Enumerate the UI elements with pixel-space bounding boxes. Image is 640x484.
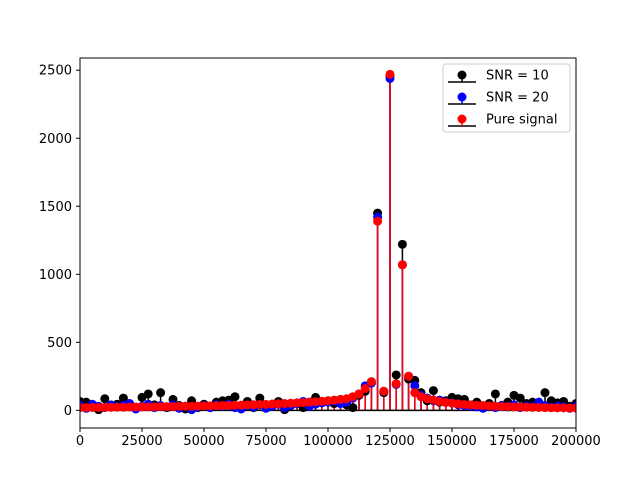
stem-marker: [373, 216, 383, 226]
legend-marker-swatch: [457, 92, 467, 102]
x-tick-label: 25000: [121, 434, 162, 449]
stem-marker: [255, 393, 265, 403]
legend-entry: SNR = 20: [448, 91, 549, 106]
stem-marker: [490, 389, 500, 399]
legend-marker-swatch: [457, 114, 467, 124]
stem-marker: [410, 381, 420, 391]
legend-marker-swatch: [457, 70, 467, 80]
stem-marker: [348, 403, 358, 413]
x-tick-label: 200000: [551, 434, 601, 449]
stem-marker: [379, 386, 389, 396]
x-axis-ticks: 0 25000 50000 75000 100000 125000 150000 175000…: [76, 428, 601, 449]
stem-marker: [156, 388, 166, 398]
x-tick-label: 50000: [183, 434, 224, 449]
legend-box: [442, 63, 571, 133]
legend-entry: Pure signal: [448, 113, 558, 128]
stem-marker: [354, 389, 364, 399]
stem-marker: [100, 394, 110, 404]
stem-marker: [397, 239, 407, 249]
y-tick-label: 2500: [39, 64, 72, 79]
stem-marker: [137, 402, 147, 412]
y-tick-label: 0: [64, 404, 72, 419]
stem-marker: [360, 384, 370, 394]
y-axis-ticks: 0 500 1000 1500 2000 2500: [39, 64, 80, 419]
stem-marker: [397, 260, 407, 270]
legend-label: SNR = 10: [486, 69, 549, 84]
y-tick-label: 1000: [39, 268, 72, 283]
y-tick-label: 1500: [39, 200, 72, 215]
stem-marker: [112, 402, 122, 412]
stem-marker: [87, 402, 97, 412]
x-tick-label: 100000: [303, 434, 353, 449]
legend-entry: SNR = 10: [448, 69, 549, 84]
markers-layer: [80, 69, 576, 415]
stem-marker: [125, 402, 135, 412]
y-tick-label: 500: [47, 336, 72, 351]
legend-label: SNR = 20: [486, 91, 549, 106]
stem-marker: [552, 403, 562, 413]
stem-marker: [428, 386, 438, 396]
legend-label: Pure signal: [486, 113, 558, 128]
stem-marker: [156, 402, 166, 412]
stem-marker: [391, 370, 401, 380]
stem-marker: [515, 393, 525, 403]
y-tick-label: 2000: [39, 132, 72, 147]
legend: SNR = 10 SNR = 20 Pure signal: [442, 63, 571, 133]
x-tick-label: 175000: [489, 434, 539, 449]
stem-marker: [143, 389, 153, 399]
x-tick-label: 150000: [427, 434, 477, 449]
stem-marker: [180, 401, 190, 411]
x-tick-label: 0: [76, 434, 84, 449]
markers-series-3: [80, 69, 576, 413]
stem-marker: [571, 403, 576, 413]
x-tick-label: 75000: [245, 434, 286, 449]
stem-marker: [391, 379, 401, 389]
stem-marker: [366, 377, 376, 387]
stem-marker: [100, 402, 110, 412]
stem-marker: [540, 388, 550, 398]
stem-marker: [118, 393, 128, 403]
x-tick-label: 125000: [365, 434, 415, 449]
stem-marker: [385, 69, 395, 79]
stem-marker: [404, 371, 414, 381]
stem-marker: [230, 392, 240, 402]
